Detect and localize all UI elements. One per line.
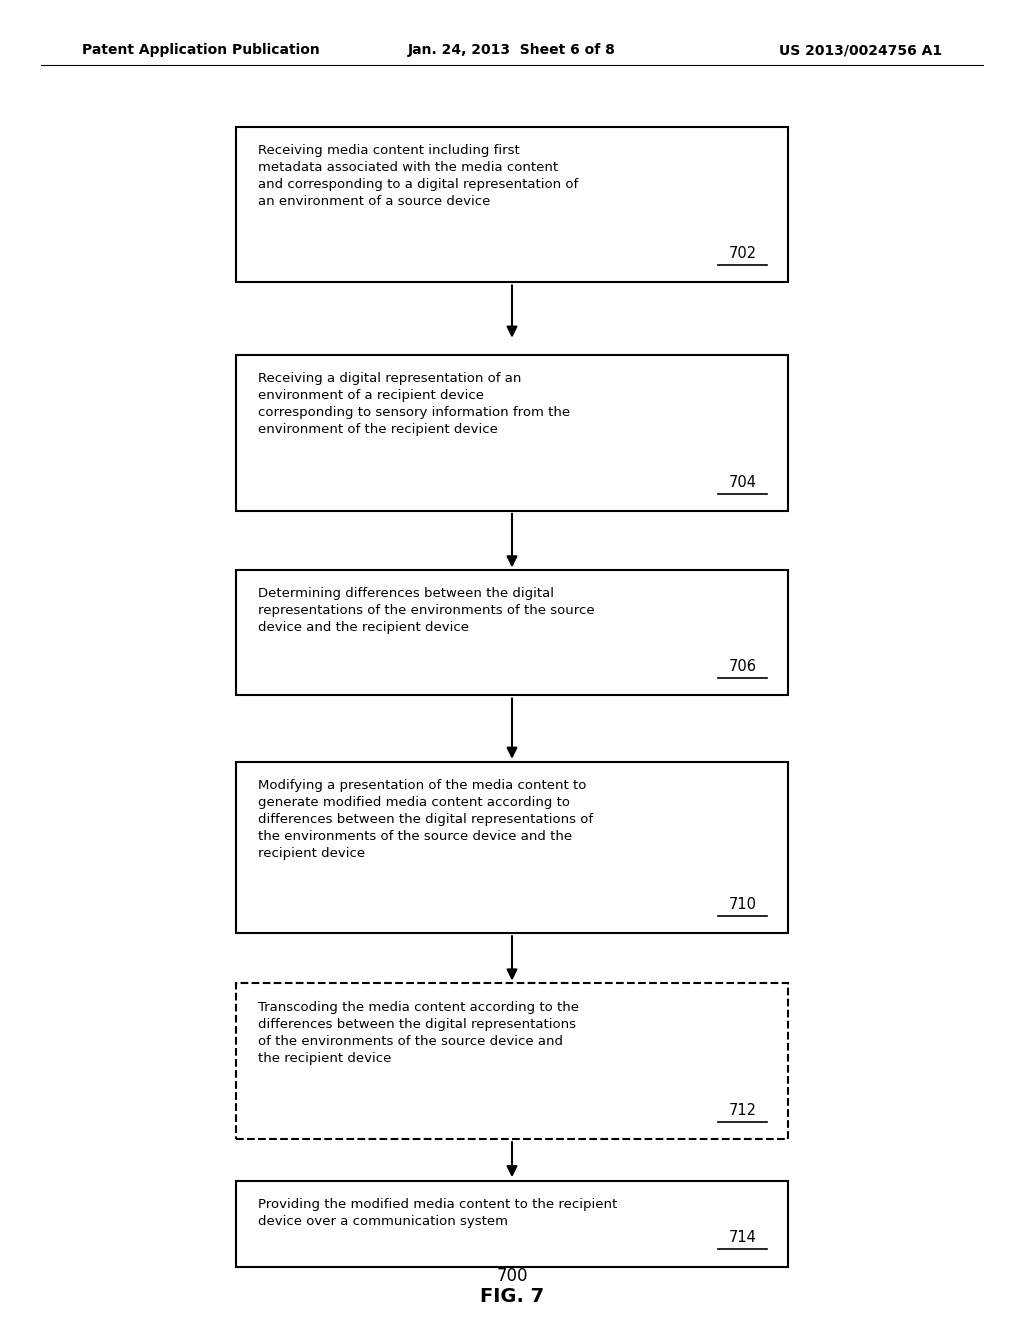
Text: Providing the modified media content to the recipient
device over a communicatio: Providing the modified media content to … [258,1199,617,1228]
Text: 712: 712 [728,1104,757,1118]
FancyBboxPatch shape [236,1180,788,1267]
Text: Jan. 24, 2013  Sheet 6 of 8: Jan. 24, 2013 Sheet 6 of 8 [408,44,616,57]
Text: Patent Application Publication: Patent Application Publication [82,44,319,57]
Text: 702: 702 [728,247,757,261]
Text: 706: 706 [728,659,757,673]
Text: 704: 704 [728,475,757,490]
FancyBboxPatch shape [236,983,788,1139]
Text: Receiving a digital representation of an
environment of a recipient device
corre: Receiving a digital representation of an… [258,372,570,436]
Text: FIG. 7: FIG. 7 [480,1287,544,1305]
Text: Transcoding the media content according to the
differences between the digital r: Transcoding the media content according … [258,1001,579,1064]
FancyBboxPatch shape [236,355,788,511]
Text: Modifying a presentation of the media content to
generate modified media content: Modifying a presentation of the media co… [258,779,593,859]
Text: 714: 714 [728,1230,757,1246]
Text: Determining differences between the digital
representations of the environments : Determining differences between the digi… [258,586,595,634]
FancyBboxPatch shape [236,762,788,933]
FancyBboxPatch shape [236,570,788,694]
FancyBboxPatch shape [236,127,788,282]
Text: 710: 710 [728,898,757,912]
Text: Receiving media content including first
metadata associated with the media conte: Receiving media content including first … [258,144,579,207]
Text: 700: 700 [497,1267,527,1286]
Text: US 2013/0024756 A1: US 2013/0024756 A1 [779,44,942,57]
